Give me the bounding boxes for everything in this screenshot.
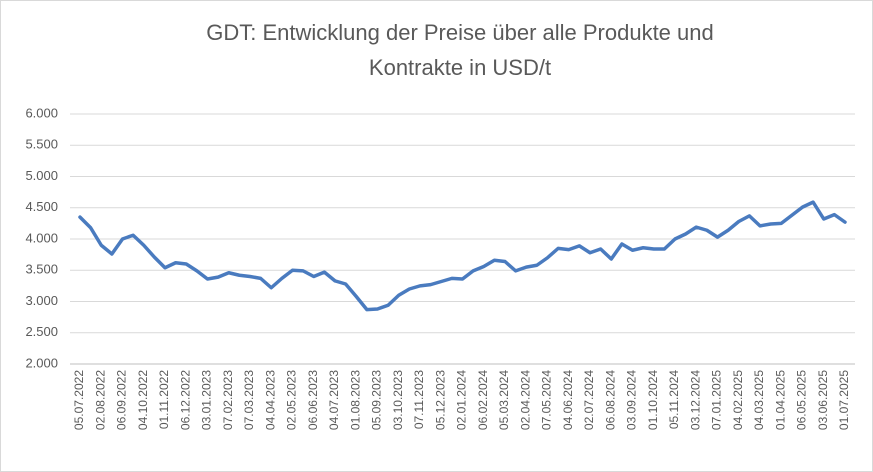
x-tick-label: 04.10.2022 bbox=[136, 370, 150, 430]
x-tick-label: 06.02.2024 bbox=[476, 370, 490, 430]
x-tick-label: 02.01.2024 bbox=[455, 370, 469, 430]
x-tick-label: 03.01.2023 bbox=[200, 370, 214, 430]
chart-title: GDT: Entwicklung der Preise über alle Pr… bbox=[206, 20, 713, 45]
x-tick-label: 06.09.2022 bbox=[115, 370, 129, 430]
x-tick-label: 06.05.2025 bbox=[795, 370, 809, 430]
x-tick-label: 04.07.2023 bbox=[327, 370, 341, 430]
y-tick-label: 4.500 bbox=[25, 199, 58, 214]
y-tick-label: 3.000 bbox=[25, 293, 58, 308]
x-tick-label: 02.04.2024 bbox=[518, 370, 532, 430]
x-tick-label: 07.03.2023 bbox=[242, 370, 256, 430]
x-tick-label: 05.07.2022 bbox=[72, 370, 86, 430]
x-tick-label: 04.04.2023 bbox=[263, 370, 277, 430]
x-tick-label: 02.08.2022 bbox=[93, 370, 107, 430]
x-tick-label: 06.06.2023 bbox=[306, 370, 320, 430]
y-tick-label: 3.500 bbox=[25, 262, 58, 277]
data-line bbox=[78, 200, 847, 312]
x-tick-label: 01.07.2025 bbox=[837, 370, 851, 430]
x-tick-label: 07.05.2024 bbox=[540, 370, 554, 430]
x-tick-label: 01.11.2022 bbox=[157, 370, 171, 429]
y-tick-label: 5.000 bbox=[25, 168, 58, 183]
x-tick-label: 01.10.2024 bbox=[646, 370, 660, 430]
x-tick-label: 05.03.2024 bbox=[497, 370, 511, 430]
y-tick-label: 2.500 bbox=[25, 324, 58, 339]
x-tick-label: 03.12.2024 bbox=[688, 370, 702, 430]
x-tick-label: 07.11.2023 bbox=[412, 370, 426, 429]
x-tick-label: 07.02.2023 bbox=[221, 370, 235, 430]
y-tick-label: 5.500 bbox=[25, 137, 58, 152]
x-tick-label: 05.11.2024 bbox=[667, 370, 681, 429]
y-tick-label: 2.000 bbox=[25, 355, 58, 370]
x-tick-label: 04.03.2025 bbox=[752, 370, 766, 430]
x-tick-label: 03.10.2023 bbox=[391, 370, 405, 430]
x-tick-label: 01.08.2023 bbox=[348, 370, 362, 430]
x-tick-label: 06.12.2022 bbox=[178, 370, 192, 430]
y-tick-label: 6.000 bbox=[25, 105, 58, 120]
x-tick-label: 02.07.2024 bbox=[582, 370, 596, 430]
x-tick-label: 02.05.2023 bbox=[285, 370, 299, 430]
y-tick-label: 4.000 bbox=[25, 230, 58, 245]
x-tick-label: 01.04.2025 bbox=[773, 370, 787, 430]
x-tick-label: 04.06.2024 bbox=[561, 370, 575, 430]
x-tick-label: 06.08.2024 bbox=[603, 370, 617, 430]
x-tick-label: 05.12.2023 bbox=[433, 370, 447, 430]
x-tick-label: 03.06.2025 bbox=[816, 370, 830, 430]
x-tick-label: 05.09.2023 bbox=[370, 370, 384, 430]
chart-title: Kontrakte in USD/t bbox=[369, 55, 551, 80]
x-tick-label: 03.09.2024 bbox=[625, 370, 639, 430]
x-tick-label: 04.02.2025 bbox=[731, 370, 745, 430]
x-tick-label: 07.01.2025 bbox=[710, 370, 724, 430]
